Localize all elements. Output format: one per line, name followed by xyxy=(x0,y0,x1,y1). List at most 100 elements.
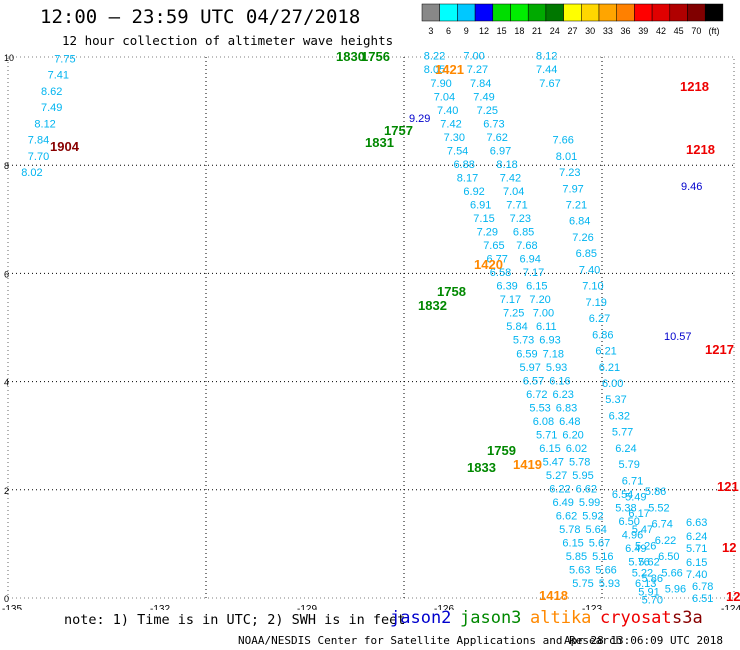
data-label: 5.86 xyxy=(645,486,666,498)
data-label: 6.21 xyxy=(595,346,616,358)
data-label: 8.01 xyxy=(556,151,577,163)
plot-area: -135 -132 -129 -126 -123 -124 0 2 4 6 8 10 7.75 7.41 8… xyxy=(2,49,740,610)
data-label: 6.27 xyxy=(589,313,610,325)
altika-time-label: 1419 xyxy=(513,457,542,472)
data-label: 7.23 xyxy=(559,167,580,179)
data-label: 7.67 xyxy=(539,78,560,90)
data-label: 6.63 xyxy=(686,517,707,529)
data-label: 7.00 xyxy=(463,51,484,63)
data-label: 7.84 xyxy=(470,78,491,90)
colorbar-label: 27 xyxy=(567,26,577,36)
jason2-value: 9.46 xyxy=(681,181,702,193)
colorbar-label: 36 xyxy=(621,26,631,36)
data-label: 7.29 xyxy=(477,227,498,239)
jason3-time-label: 1758 xyxy=(437,284,466,299)
data-label: 8.05 xyxy=(424,64,445,76)
jason3-time-label: 1830 xyxy=(336,49,365,64)
data-label: 7.19 xyxy=(586,297,607,309)
data-label: 6.51 xyxy=(692,593,713,605)
colorbar-label: (ft) xyxy=(709,26,720,36)
data-label: 5.91 xyxy=(638,586,659,598)
data-label: 8.17 xyxy=(457,172,478,184)
data-label: 7.66 xyxy=(553,135,574,147)
legend-cryosat: cryosat xyxy=(600,608,672,628)
data-label: 6.94 xyxy=(520,254,541,266)
colorbar-label: 15 xyxy=(497,26,507,36)
colorbar-label: 45 xyxy=(674,26,684,36)
data-label: 6.20 xyxy=(562,429,583,441)
data-label: 5.49 xyxy=(625,492,646,504)
data-label: 5.38 xyxy=(615,502,636,514)
data-label: 5.37 xyxy=(605,394,626,406)
data-label: 6.86 xyxy=(592,329,613,341)
data-label: 5.47 xyxy=(632,524,653,536)
data-label: 5.22 xyxy=(632,567,653,579)
data-label: 6.02 xyxy=(566,443,587,455)
data-label: 7.17 xyxy=(500,294,521,306)
data-label: 7.40 xyxy=(579,264,600,276)
data-label: 6.15 xyxy=(686,557,707,569)
data-label: 5.97 xyxy=(520,362,541,374)
data-label: 6.84 xyxy=(569,216,590,228)
data-label: 6.54 xyxy=(612,489,633,501)
data-label: 6.92 xyxy=(463,186,484,198)
jason3-time-label: 1831 xyxy=(365,135,394,150)
data-label: 8.18 xyxy=(496,159,517,171)
colorbar-label: 33 xyxy=(603,26,613,36)
jason2-value: 9.29 xyxy=(409,113,430,125)
data-label: 7.40 xyxy=(686,569,707,581)
data-label: 5.71 xyxy=(686,543,707,555)
jason3-time-label: 1832 xyxy=(418,298,447,313)
data-label: 5.84 xyxy=(506,321,527,333)
data-label: 7.26 xyxy=(572,232,593,244)
colorbar-label: 3 xyxy=(428,26,433,36)
data-label: 6.15 xyxy=(539,443,560,455)
colorbar-label: 12 xyxy=(479,26,489,36)
data-label: 6.97 xyxy=(490,145,511,157)
legend-altika: altika xyxy=(530,608,592,628)
data-label: 7.27 xyxy=(467,64,488,76)
data-label: 5.53 xyxy=(529,402,550,414)
x-tick-label: -132 xyxy=(150,604,170,610)
x-tick-label: -124 xyxy=(721,604,740,610)
data-label: 5.70 xyxy=(642,594,663,606)
y-tick-label: 4 xyxy=(4,378,9,388)
data-label: 5.64 xyxy=(586,524,607,536)
data-label: 8.22 xyxy=(424,51,445,63)
data-label: 7.65 xyxy=(483,240,504,252)
data-label: 7.75 xyxy=(54,53,75,65)
data-label: 5.26 xyxy=(635,540,656,552)
data-label: 6.58 xyxy=(490,267,511,279)
data-label: 5.27 xyxy=(546,470,567,482)
data-label: 6.59 xyxy=(516,348,537,360)
data-label: 6.57 xyxy=(523,375,544,387)
data-label: 5.85 xyxy=(566,551,587,563)
data-label: 6.85 xyxy=(513,227,534,239)
x-tick-label: -126 xyxy=(434,604,454,610)
data-label: 7.04 xyxy=(503,186,524,198)
data-label: 7.90 xyxy=(430,78,451,90)
data-label: 6.83 xyxy=(556,402,577,414)
data-label: 6.16 xyxy=(549,375,570,387)
data-label: 7.30 xyxy=(444,132,465,144)
data-label: 7.71 xyxy=(506,199,527,211)
data-label: 7.70 xyxy=(28,151,49,163)
data-label: 6.62 xyxy=(556,511,577,523)
data-label: 7.49 xyxy=(473,91,494,103)
data-label: 7.62 xyxy=(487,132,508,144)
y-tick-label: 0 xyxy=(4,594,9,604)
data-label: 7.17 xyxy=(523,267,544,279)
colorbar-label: 42 xyxy=(656,26,666,36)
data-label: 8.02 xyxy=(21,167,42,179)
data-label: 6.22 xyxy=(655,535,676,547)
s3a-time-label: 1904 xyxy=(50,139,80,154)
data-label: 6.85 xyxy=(576,248,597,260)
data-label: 5.95 xyxy=(572,470,593,482)
data-label: 7.42 xyxy=(500,172,521,184)
data-label: 6.22 xyxy=(549,484,570,496)
data-label: 5.71 xyxy=(536,429,557,441)
colorbar-label: 24 xyxy=(550,26,560,36)
altika-time-label: 1418 xyxy=(539,588,568,603)
data-label: 7.40 xyxy=(437,105,458,117)
x-tick-label: -123 xyxy=(582,604,602,610)
